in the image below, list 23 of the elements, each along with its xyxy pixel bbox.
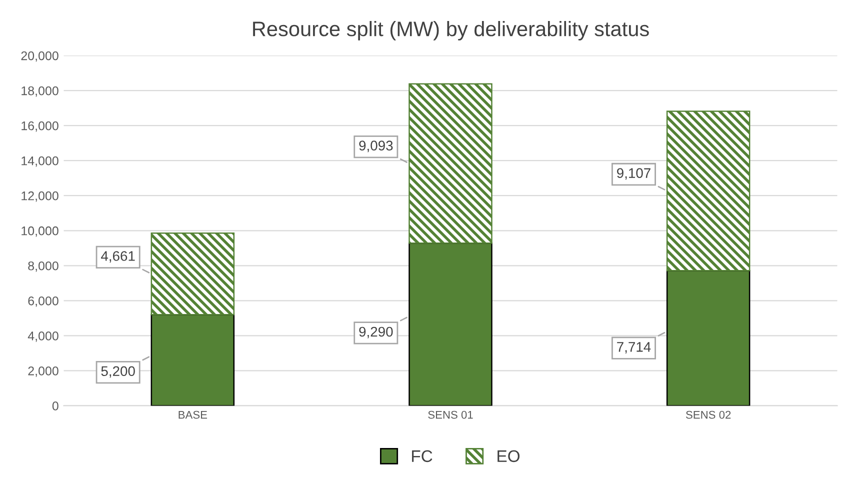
y-tick-label: 2,000 xyxy=(28,366,58,377)
x-tick-label: SENS 02 xyxy=(686,410,731,419)
data-label: 9,093 xyxy=(359,140,393,152)
y-tick-label: 14,000 xyxy=(22,156,58,167)
y-tick-label: 6,000 xyxy=(28,296,58,307)
y-tick-label: 10,000 xyxy=(22,226,58,237)
legend-label: EO xyxy=(498,450,520,462)
y-tick-label: 8,000 xyxy=(28,261,58,272)
data-label: 9,107 xyxy=(617,168,650,180)
data-label: 4,661 xyxy=(101,251,135,263)
y-tick-label: 20,000 xyxy=(21,51,58,62)
x-tick-label: BASE xyxy=(178,410,208,419)
y-tick-label: 18,000 xyxy=(22,86,58,97)
x-tick-label: SENS 01 xyxy=(428,410,473,419)
data-label: 7,714 xyxy=(617,342,651,354)
chart-title: Resource split (MW) by deliverability status xyxy=(253,21,649,40)
y-tick-label: 16,000 xyxy=(22,121,58,132)
y-tick-label: 0 xyxy=(52,402,58,410)
data-label: 5,200 xyxy=(101,366,135,378)
y-tick-label: 12,000 xyxy=(22,191,58,202)
legend-label: FC xyxy=(412,450,432,462)
y-tick-label: 4,000 xyxy=(28,331,58,342)
data-label: 9,290 xyxy=(359,326,393,338)
